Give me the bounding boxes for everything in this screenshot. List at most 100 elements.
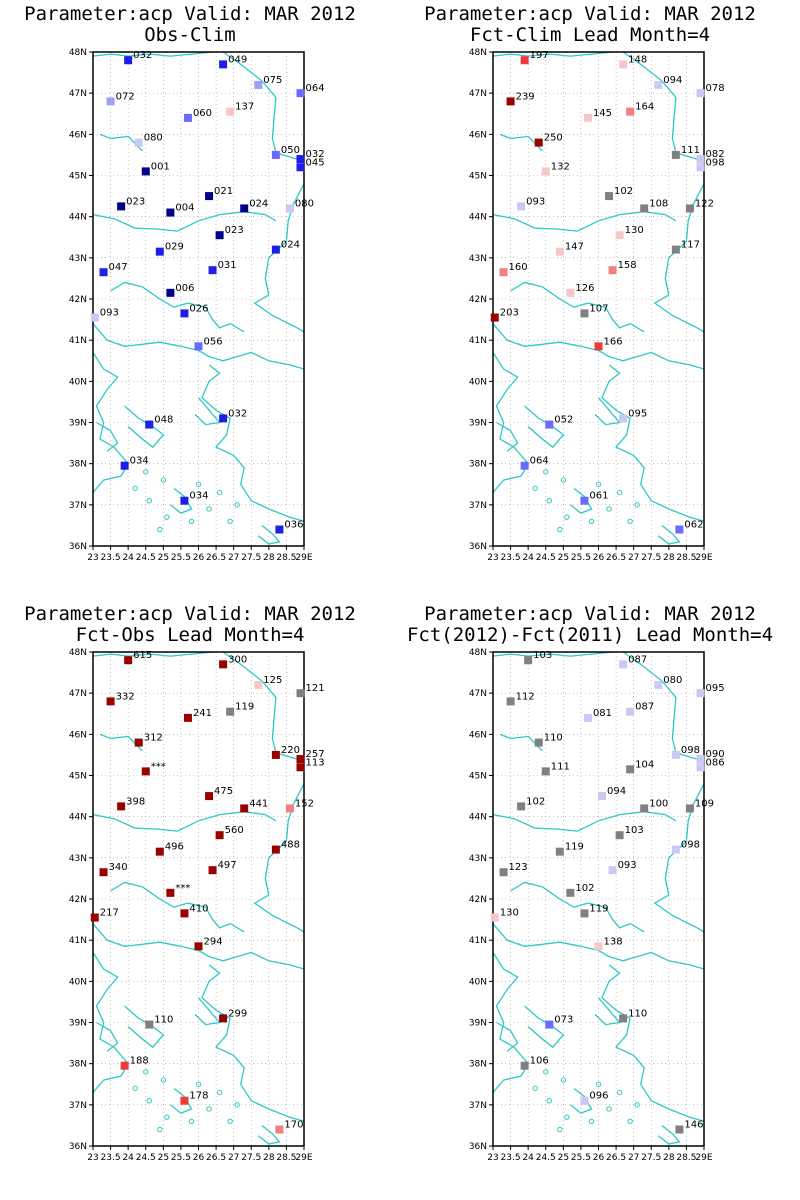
station-marker (90, 913, 99, 922)
station-marker (90, 313, 99, 322)
lat-tick-label: 40N (69, 377, 87, 387)
station-value-label: 111 (551, 761, 570, 772)
station-marker (296, 755, 305, 764)
island (616, 1089, 623, 1096)
coastline (524, 405, 565, 449)
lat-tick-label: 48N (69, 648, 87, 658)
station-value-label: 112 (516, 691, 535, 702)
coastline (222, 651, 305, 762)
station-value-label: 106 (530, 1056, 549, 1067)
station-marker (215, 831, 224, 840)
coastline (657, 1124, 681, 1145)
station-marker (541, 767, 550, 776)
panel-subtitle: Fct(2012)-Fct(2011) Lead Month=4 (406, 624, 774, 646)
lon-tick-label: 26.5 (206, 1153, 226, 1163)
station-marker (626, 707, 635, 716)
coastline (92, 211, 277, 232)
station-value-label: 102 (526, 796, 545, 807)
lat-tick-label: 47N (69, 689, 87, 699)
island (234, 502, 240, 508)
station-marker (205, 192, 214, 201)
lat-tick-label: 44N (469, 813, 487, 823)
station-value-label: 093 (100, 308, 119, 319)
station-value-label: 299 (228, 1008, 247, 1019)
station-value-label: 239 (516, 91, 535, 102)
station-value-label: 072 (116, 91, 135, 102)
lon-tick-label: 26 (193, 1153, 205, 1163)
island (588, 1118, 595, 1124)
station-marker (120, 461, 129, 470)
station-marker (566, 288, 575, 297)
lon-tick-label: 23.5 (101, 1153, 121, 1163)
station-value-label: 036 (284, 520, 303, 531)
island (160, 477, 167, 483)
lon-tick-label: 27 (228, 1153, 239, 1163)
station-marker (671, 845, 680, 854)
lat-tick-label: 40N (469, 377, 487, 387)
lon-tick-label: 25 (158, 1153, 169, 1163)
station-value-label: 064 (530, 456, 549, 467)
coastline (524, 1005, 565, 1049)
station-value-label: 032 (228, 408, 247, 419)
station-value-label: 111 (681, 145, 700, 156)
station-value-label: 047 (109, 262, 128, 273)
coastline (92, 323, 305, 370)
station-value-label: 170 (284, 1120, 303, 1131)
island (143, 1069, 149, 1075)
station-value-label: 024 (249, 198, 268, 209)
lat-tick-label: 36N (469, 542, 487, 552)
island (532, 485, 538, 492)
station-marker (545, 420, 554, 429)
coastline (92, 923, 305, 970)
station-marker (506, 697, 515, 706)
lat-tick-label: 41N (469, 336, 487, 346)
lat-tick-label: 44N (469, 213, 487, 223)
station-marker (696, 155, 705, 164)
lat-tick-label: 37N (69, 1101, 87, 1111)
island (160, 1077, 167, 1083)
station-map: 36N 37N 38N 39N 40N 41N 42N 43N 44N 45N 46N 47N 48N 2… (69, 648, 325, 1163)
lon-tick-label: 23 (487, 1153, 498, 1163)
station-value-label: 109 (695, 798, 714, 809)
map-panel-fct-diff: Parameter:acp Valid: MAR 2012 Fct(2012)-… (400, 600, 800, 1200)
station-marker (271, 245, 280, 254)
coastline-layer (492, 651, 705, 1145)
island (146, 498, 152, 504)
lon-tick-label: 26 (593, 553, 605, 563)
station-marker (124, 56, 133, 65)
station-value-label: 300 (228, 654, 247, 665)
lat-tick-label: 39N (469, 419, 487, 429)
station-map: 36N 37N 38N 39N 40N 41N 42N 43N 44N 45N 46N 47N 48N 2… (469, 648, 725, 1163)
island (132, 1085, 138, 1092)
island (606, 1106, 612, 1112)
lon-tick-label: 24 (122, 1153, 134, 1163)
lon-tick-label: 26 (193, 553, 205, 563)
station-value-label: 178 (189, 1091, 208, 1102)
island (616, 489, 623, 496)
station-marker (619, 1014, 628, 1023)
station-marker (671, 750, 680, 759)
station-value-label: 102 (575, 883, 594, 894)
station-marker (285, 204, 294, 213)
station-marker (271, 750, 280, 759)
coastline (492, 323, 705, 370)
lat-tick-label: 42N (469, 295, 487, 305)
station-value-label: 312 (144, 733, 163, 744)
station-value-label: 126 (575, 283, 594, 294)
station-value-label: 023 (126, 196, 145, 207)
station-value-label: 441 (249, 798, 268, 809)
coastline (569, 1087, 593, 1114)
coastline (492, 51, 613, 57)
station-marker (99, 268, 108, 277)
station-value-label: 340 (109, 862, 128, 873)
island (595, 1081, 602, 1087)
station-marker (594, 942, 603, 951)
island (188, 518, 195, 524)
lat-tick-label: 38N (469, 460, 487, 470)
lon-tick-label: 28 (663, 1153, 675, 1163)
coastline (569, 487, 593, 514)
station-value-label: 026 (189, 303, 208, 314)
station-value-label: 117 (681, 240, 700, 251)
coastline (110, 281, 245, 333)
station-marker (619, 60, 628, 69)
